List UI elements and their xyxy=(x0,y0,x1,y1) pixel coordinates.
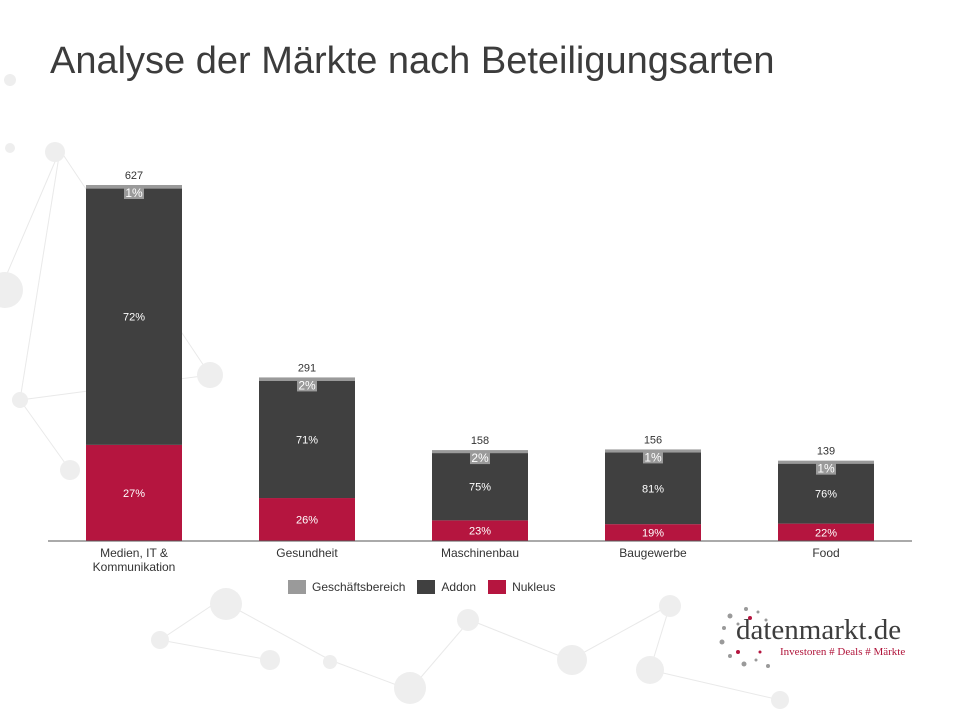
bar-nukleus-3 xyxy=(605,524,701,541)
bar-addon-0 xyxy=(86,188,182,445)
legend-item-nukleus: Nukleus xyxy=(488,580,555,594)
bar-addon-1 xyxy=(259,380,355,499)
page-title: Analyse der Märkte nach Beteiligungsarte… xyxy=(50,40,775,82)
legend-label-geschaeftsbereich: Geschäftsbereich xyxy=(312,580,406,594)
logo-tagline: Investoren # Deals # Märkte xyxy=(780,646,906,658)
x-tick-label-1: Gesundheit xyxy=(276,546,338,560)
badge-geschaeftsbereich-3 xyxy=(643,450,663,464)
datenmarkt-logo: datenmarkt.de Investoren # Deals # Märkt… xyxy=(718,606,918,672)
data-label-addon-0: 72% xyxy=(123,312,145,324)
bar-nukleus-1 xyxy=(259,498,355,541)
logo-dots-icon xyxy=(719,607,770,668)
data-label-addon-4: 76% xyxy=(815,489,837,501)
legend-item-addon: Addon xyxy=(417,580,476,594)
total-label-0: 627 xyxy=(125,170,143,182)
data-label-addon-3: 81% xyxy=(642,483,664,495)
data-label-nukleus-4: 22% xyxy=(815,527,837,539)
data-label-addon-1: 71% xyxy=(296,434,318,446)
total-label-4: 139 xyxy=(817,446,835,458)
bar-nukleus-4 xyxy=(778,523,874,541)
bar-nukleus-2 xyxy=(432,520,528,541)
badge-geschaeftsbereich-0 xyxy=(124,186,144,199)
data-label-geschaeftsbereich-1: 2% xyxy=(298,378,316,392)
x-tick-label-3: Baugewerbe xyxy=(619,546,687,560)
badge-geschaeftsbereich-1 xyxy=(297,378,317,392)
data-label-nukleus-1: 26% xyxy=(296,515,318,527)
legend-label-addon: Addon xyxy=(441,580,477,594)
total-label-1: 291 xyxy=(298,362,316,374)
badge-geschaeftsbereich-4 xyxy=(816,461,836,475)
legend-item-geschaeftsbereich: Geschäftsbereich xyxy=(288,580,405,594)
bar-nukleus-0 xyxy=(86,444,182,541)
total-label-3: 156 xyxy=(644,434,662,446)
data-label-addon-2: 75% xyxy=(469,482,491,494)
x-tick-label-0: Medien, IT & xyxy=(100,546,168,560)
legend-swatch-geschaeftsbereich xyxy=(288,580,306,594)
legend-label-nukleus: Nukleus xyxy=(512,580,556,594)
bar-addon-3 xyxy=(605,452,701,525)
total-label-2: 158 xyxy=(471,435,489,447)
chart-legend: Geschäftsbereich Addon Nukleus xyxy=(288,580,567,594)
x-tick-label-2: Maschinenbau xyxy=(441,546,519,560)
x-tick-label-4: Food xyxy=(812,546,839,560)
data-label-nukleus-0: 27% xyxy=(123,488,145,500)
data-label-geschaeftsbereich-0: 1% xyxy=(125,186,143,200)
x-tick-label-0-b: Kommunikation xyxy=(93,560,176,574)
data-label-geschaeftsbereich-4: 1% xyxy=(817,462,835,476)
data-label-nukleus-3: 19% xyxy=(642,528,664,540)
data-label-nukleus-2: 23% xyxy=(469,526,491,538)
data-label-geschaeftsbereich-3: 1% xyxy=(644,450,662,464)
data-label-geschaeftsbereich-2: 2% xyxy=(471,451,489,465)
legend-swatch-addon xyxy=(417,580,436,594)
legend-swatch-nukleus xyxy=(488,580,507,594)
logo-name: datenmarkt.de xyxy=(736,614,902,646)
badge-geschaeftsbereich-2 xyxy=(470,451,490,465)
bar-addon-2 xyxy=(432,453,528,521)
